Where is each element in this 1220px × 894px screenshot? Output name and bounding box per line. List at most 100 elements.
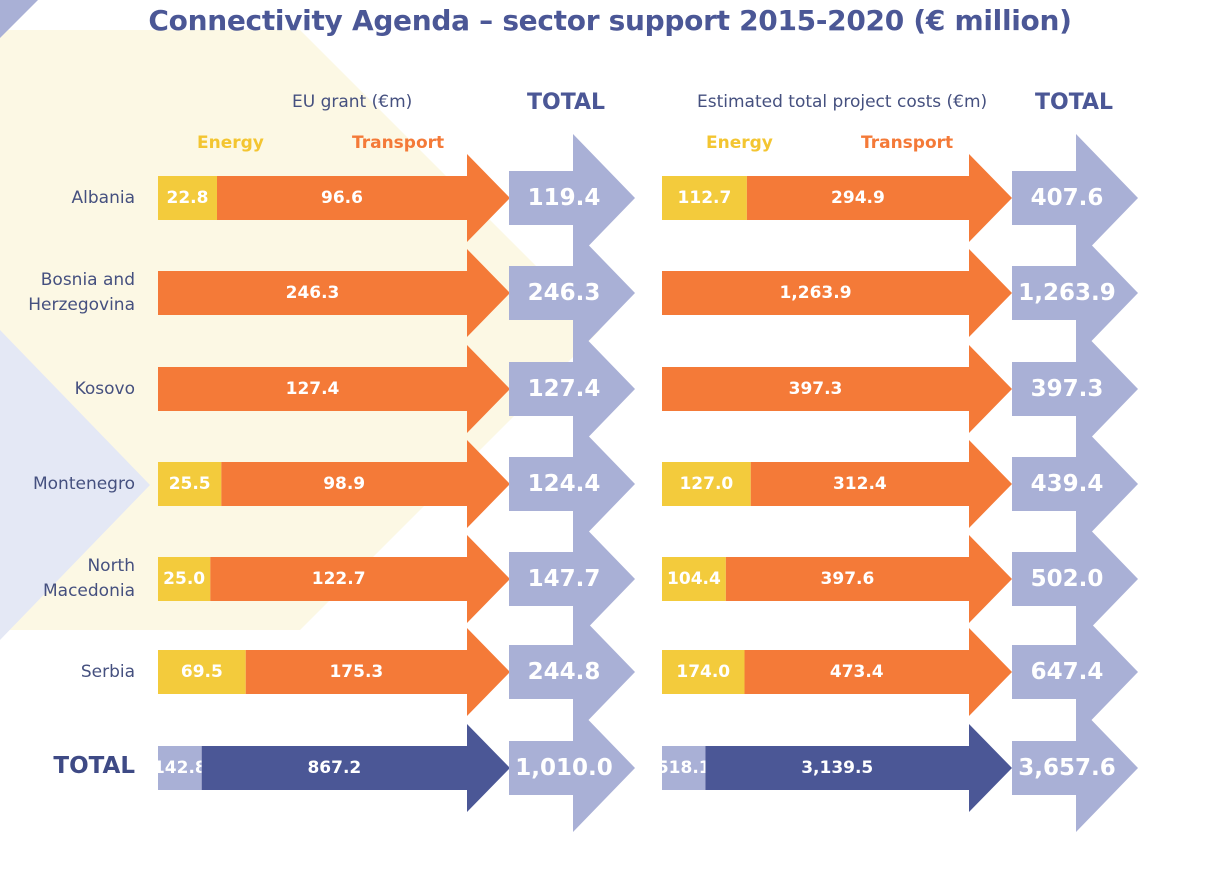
legend-transport-right: Transport [861,133,954,153]
total-value-1-2: 397.3 [1031,376,1104,402]
total-value-0-1: 246.3 [528,280,601,306]
country-label: Kosovo [74,379,135,399]
country-label-line: Bosnia and [40,270,135,290]
legend-energy-right: Energy [706,133,773,153]
energy-label-0-0: 22.8 [167,188,209,208]
transport-bar-0-3 [221,440,510,528]
transport-label-0-4: 122.7 [312,569,366,589]
transport-label-0-5: 175.3 [329,662,383,682]
total-arrow-0-1 [509,229,635,357]
energy-label-1-6: 518.1 [657,758,711,778]
transport-label-1-4: 397.6 [821,569,875,589]
transport-bar-1-0 [746,154,1012,242]
country-label: North Macedonia [0,554,135,604]
country-label: Bosnia and Herzegovina [0,268,135,318]
transport-bar-1-4 [725,535,1012,623]
energy-bar-1-6 [662,746,706,790]
transport-label-1-0: 294.9 [831,188,885,208]
total-arrow-1-5 [1012,608,1138,736]
total-value-0-4: 147.7 [528,566,601,592]
transport-bar-1-3 [750,440,1012,528]
chart-title: Connectivity Agenda – sector support 201… [148,4,1072,37]
country-label: Montenegro [32,474,135,494]
transport-label-0-6: 867.2 [307,758,361,778]
total-arrow-0-3 [509,420,635,548]
transport-label-1-2: 397.3 [789,379,843,399]
right-group-header: Estimated total project costs (€m) [697,92,988,112]
energy-bar-0-4 [158,557,211,601]
total-row-label: TOTAL [53,753,135,779]
transport-label-1-1: 1,263.9 [779,283,851,303]
energy-label-0-3: 25.5 [169,474,211,494]
energy-label-1-5: 174.0 [676,662,730,682]
transport-bar-1-2 [662,345,1012,433]
total-value-0-6: 1,010.0 [515,755,613,781]
total-arrow-1-1 [1012,229,1138,357]
total-arrow-1-2 [1012,325,1138,453]
total-value-1-0: 407.6 [1031,185,1104,211]
transport-bar-1-5 [744,628,1012,716]
transport-label-0-2: 127.4 [286,379,340,399]
transport-bar-1-1 [662,249,1012,337]
transport-bar-0-4 [210,535,511,623]
energy-label-0-6: 142.8 [153,758,207,778]
transport-label-1-3: 312.4 [833,474,887,494]
energy-bar-0-5 [158,650,246,694]
total-value-1-5: 647.4 [1031,659,1104,685]
transport-label-0-1: 246.3 [286,283,340,303]
total-arrow-0-6 [509,704,635,832]
energy-label-1-3: 127.0 [679,474,733,494]
left-group-header: EU grant (€m) [292,92,413,112]
total-value-0-5: 244.8 [528,659,601,685]
energy-bar-0-3 [158,462,222,506]
transport-label-1-6: 3,139.5 [801,758,873,778]
energy-label-1-4: 104.4 [667,569,721,589]
energy-bar-0-0 [158,176,218,220]
total-arrow-1-0 [1012,134,1138,262]
transport-bar-0-2 [158,345,510,433]
transport-bar-1-6 [705,724,1012,812]
right-total-header: TOTAL [1035,90,1114,115]
total-value-1-4: 502.0 [1031,566,1104,592]
legend-energy-left: Energy [197,133,264,153]
background-blue-triangle [0,330,150,640]
total-arrow-0-2 [509,325,635,453]
total-value-0-0: 119.4 [528,185,601,211]
total-arrow-0-5 [509,608,635,736]
total-value-0-3: 124.4 [528,471,601,497]
transport-bar-0-0 [217,154,511,242]
country-label: Serbia [80,662,135,682]
energy-bar-1-3 [662,462,751,506]
total-arrow-1-4 [1012,515,1138,643]
energy-bar-1-4 [662,557,726,601]
left-total-header: TOTAL [527,90,606,115]
total-value-1-3: 439.4 [1031,471,1104,497]
total-arrow-1-6 [1012,704,1138,832]
energy-bar-1-5 [662,650,745,694]
corner-triangle [0,0,38,38]
total-arrow-0-0 [509,134,635,262]
total-arrow-1-3 [1012,420,1138,548]
total-arrow-0-4 [509,515,635,643]
country-label-line: North [87,556,135,576]
energy-bar-0-6 [158,746,202,790]
country-label: Albania [71,188,135,208]
transport-label-0-0: 96.6 [321,188,363,208]
total-value-1-1: 1,263.9 [1018,280,1116,306]
country-label-line: Herzegovina [28,295,135,315]
transport-bar-0-6 [201,724,510,812]
energy-label-1-0: 112.7 [678,188,732,208]
energy-label-0-4: 25.0 [163,569,205,589]
total-value-1-6: 3,657.6 [1018,755,1116,781]
transport-bar-0-5 [245,628,510,716]
total-value-0-2: 127.4 [528,376,601,402]
country-label-line: Macedonia [43,581,135,601]
energy-label-0-5: 69.5 [181,662,223,682]
transport-label-0-3: 98.9 [323,474,365,494]
legend-transport-left: Transport [352,133,445,153]
energy-bar-1-0 [662,176,747,220]
transport-bar-0-1 [158,249,510,337]
transport-label-1-5: 473.4 [830,662,884,682]
